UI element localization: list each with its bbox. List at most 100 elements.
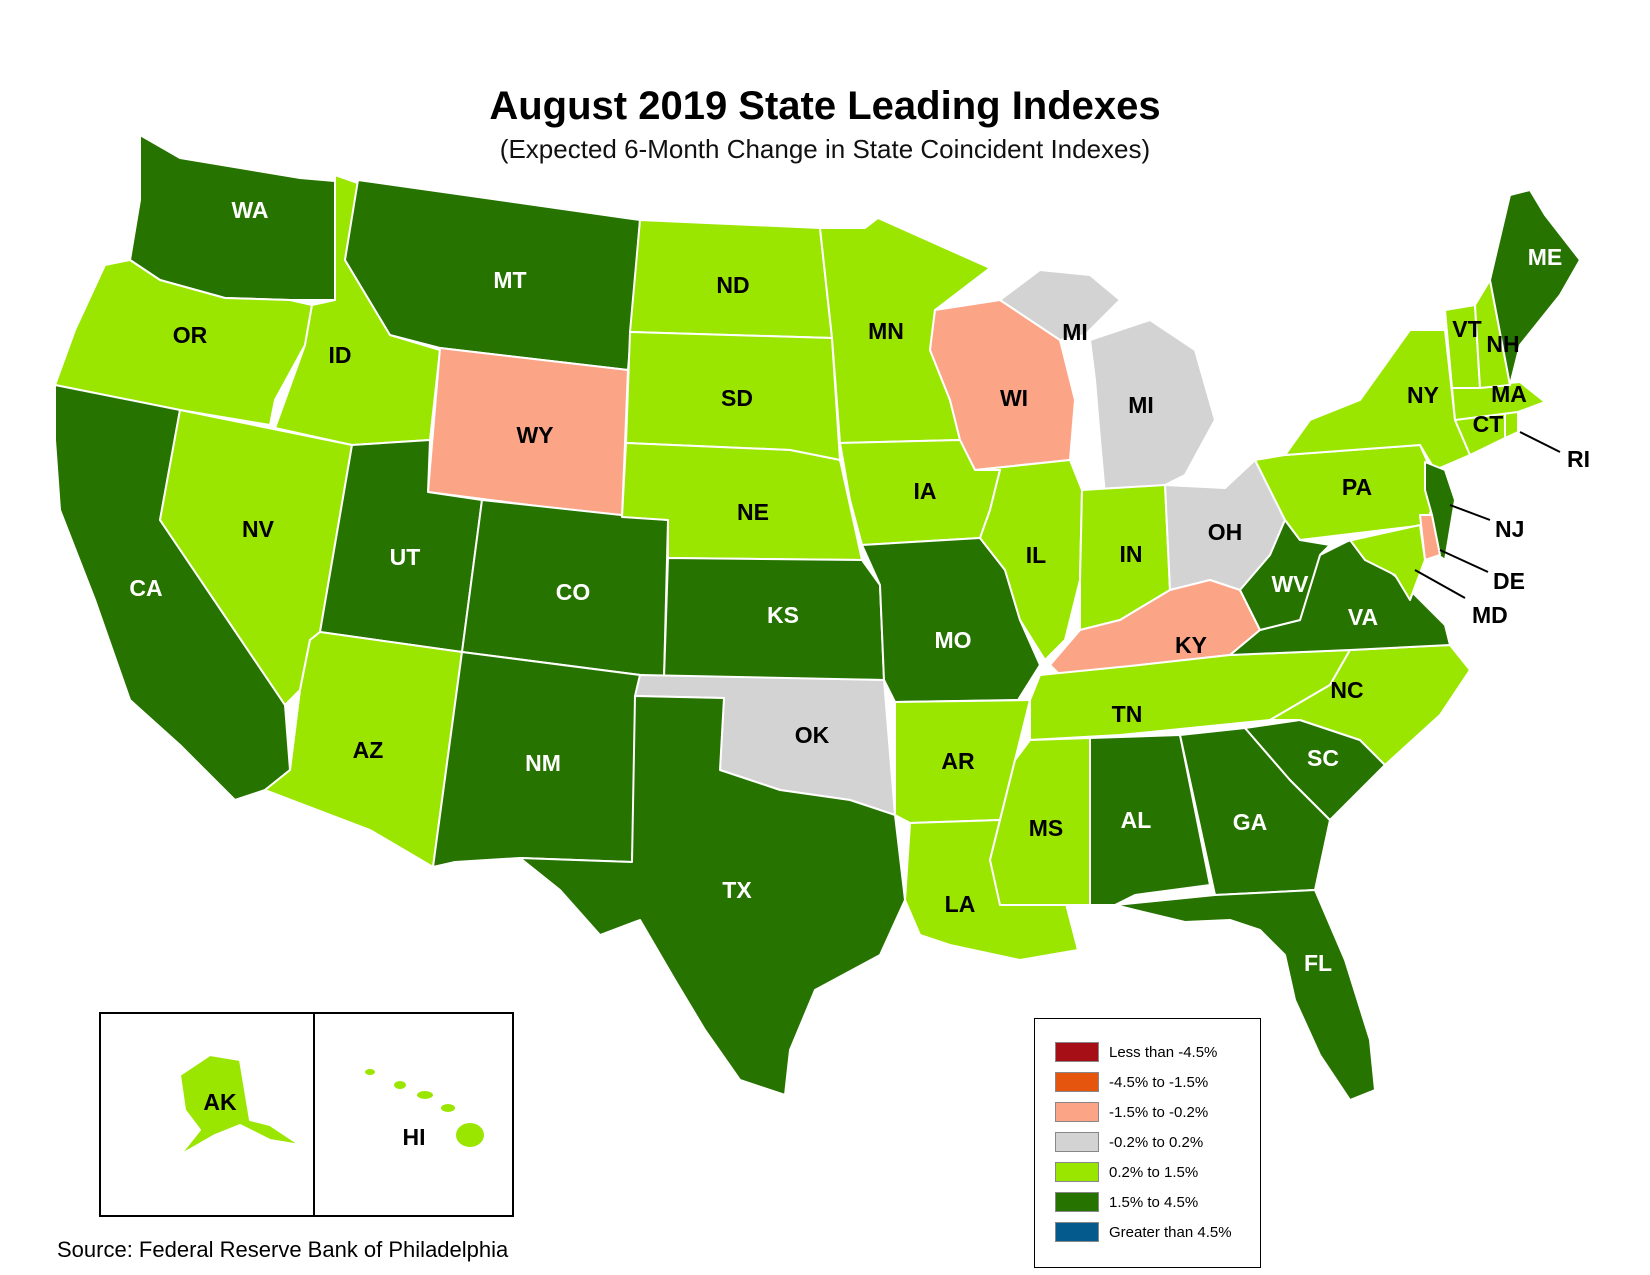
state-label-ca: CA (129, 575, 162, 601)
state-label-mo: MO (934, 627, 971, 653)
map-title: August 2019 State Leading Indexes (489, 84, 1161, 128)
legend-item: 1.5% to 4.5% (1055, 1191, 1198, 1213)
state-label-de: DE (1493, 568, 1525, 594)
source-note: Source: Federal Reserve Bank of Philadel… (57, 1237, 509, 1262)
legend-label: 0.2% to 1.5% (1109, 1163, 1199, 1181)
state-label-ne: NE (737, 499, 769, 525)
state-label-mn: MN (868, 318, 904, 344)
legend-item: 0.2% to 1.5% (1055, 1161, 1198, 1183)
state-label-oh: OH (1208, 519, 1243, 545)
state-label-ny: NY (1407, 382, 1439, 408)
state-label-ar: AR (941, 748, 975, 774)
nj-leader-line (1449, 504, 1491, 521)
legend-swatch (1055, 1042, 1099, 1062)
state-tx[interactable] (519, 695, 906, 1096)
map-subtitle: (Expected 6-Month Change in State Coinci… (499, 134, 1151, 164)
legend-swatch (1055, 1222, 1099, 1242)
de-leader-line (1439, 549, 1489, 573)
state-label-nc: NC (1330, 677, 1363, 703)
legend-item: -4.5% to -1.5% (1055, 1071, 1208, 1093)
alaska-hawaii-inset-frame (99, 1012, 514, 1217)
state-il[interactable] (974, 459, 1083, 661)
state-hi-island-4[interactable] (439, 1102, 457, 1114)
state-label-co: CO (556, 579, 591, 605)
state-label-hi: HI (403, 1124, 426, 1150)
state-md[interactable] (1329, 524, 1426, 601)
legend-swatch (1055, 1132, 1099, 1152)
state-label-pa: PA (1342, 474, 1372, 500)
state-label-in: IN (1120, 541, 1143, 567)
state-label-va: VA (1348, 604, 1378, 630)
state-label-il: IL (1026, 542, 1046, 568)
state-label-wv: WV (1271, 571, 1309, 597)
state-label-wa: WA (231, 197, 268, 223)
legend-swatch (1055, 1192, 1099, 1212)
legend-swatch (1055, 1102, 1099, 1122)
state-label-me: ME (1528, 244, 1563, 270)
state-label-ri: RI (1567, 446, 1590, 472)
state-label-ga: GA (1233, 809, 1268, 835)
state-label-nd: ND (716, 272, 749, 298)
legend-item: -0.2% to 0.2% (1055, 1131, 1203, 1153)
state-or[interactable] (54, 259, 313, 426)
state-label-nm: NM (525, 750, 561, 776)
state-label-vt: VT (1452, 316, 1481, 342)
legend-label: -4.5% to -1.5% (1109, 1073, 1209, 1091)
state-hi-island-3[interactable] (415, 1089, 435, 1101)
state-label-md: MD (1472, 602, 1508, 628)
state-label-la: LA (945, 891, 976, 917)
state-hi[interactable] (363, 1067, 486, 1149)
state-label-tn: TN (1112, 701, 1143, 727)
state-hi-island-1[interactable] (363, 1067, 377, 1077)
state-label-wy: WY (516, 422, 553, 448)
legend-label: -0.2% to 0.2% (1109, 1133, 1204, 1151)
state-label-ma: MA (1491, 381, 1527, 407)
state-label-mt: MT (493, 267, 526, 293)
state-label-mi: MI (1128, 392, 1154, 418)
state-label-ct: CT (1473, 411, 1504, 437)
state-label-ia: IA (914, 478, 937, 504)
state-label-mi-upper: MI (1062, 319, 1088, 345)
legend-swatch (1055, 1162, 1099, 1182)
legend-item: Greater than 4.5% (1055, 1221, 1232, 1243)
legend-label: -1.5% to -0.2% (1109, 1103, 1209, 1121)
state-label-sd: SD (721, 385, 753, 411)
state-label-fl: FL (1304, 950, 1332, 976)
state-label-id: ID (329, 342, 352, 368)
legend-swatch (1055, 1072, 1099, 1092)
inset-divider (313, 1014, 315, 1215)
state-label-nh: NH (1486, 331, 1519, 357)
state-label-az: AZ (353, 737, 384, 763)
state-hi-island-5[interactable] (454, 1121, 486, 1149)
state-ri[interactable] (1504, 411, 1519, 439)
state-label-sc: SC (1307, 745, 1339, 771)
state-label-nv: NV (242, 516, 275, 542)
legend-label: Greater than 4.5% (1109, 1223, 1232, 1241)
state-hi-island-2[interactable] (392, 1079, 408, 1091)
state-label-ut: UT (390, 544, 421, 570)
state-ny[interactable] (1284, 329, 1471, 471)
state-label-ok: OK (795, 722, 830, 748)
state-label-nj: NJ (1495, 516, 1524, 542)
state-label-or: OR (173, 322, 208, 348)
md-leader-line (1414, 569, 1466, 599)
state-label-ms: MS (1029, 815, 1064, 841)
state-mi-upper[interactable] (999, 269, 1121, 341)
state-label-ks: KS (767, 602, 799, 628)
state-ak[interactable] (179, 1054, 301, 1156)
legend-item: -1.5% to -0.2% (1055, 1101, 1208, 1123)
state-me[interactable] (1489, 189, 1581, 386)
legend-label: Less than -4.5% (1109, 1043, 1218, 1061)
legend-item: Less than -4.5% (1055, 1041, 1217, 1063)
state-label-wi: WI (1000, 385, 1028, 411)
state-nc[interactable] (1269, 644, 1471, 766)
state-mi[interactable] (1089, 319, 1216, 496)
state-label-ak: AK (203, 1089, 237, 1115)
legend-label: 1.5% to 4.5% (1109, 1193, 1199, 1211)
legend: Less than -4.5% -4.5% to -1.5% -1.5% to … (1034, 1018, 1261, 1268)
ri-leader-line (1519, 431, 1561, 453)
state-label-ky: KY (1175, 632, 1207, 658)
state-label-tx: TX (722, 877, 752, 903)
state-fl[interactable] (1114, 889, 1376, 1101)
